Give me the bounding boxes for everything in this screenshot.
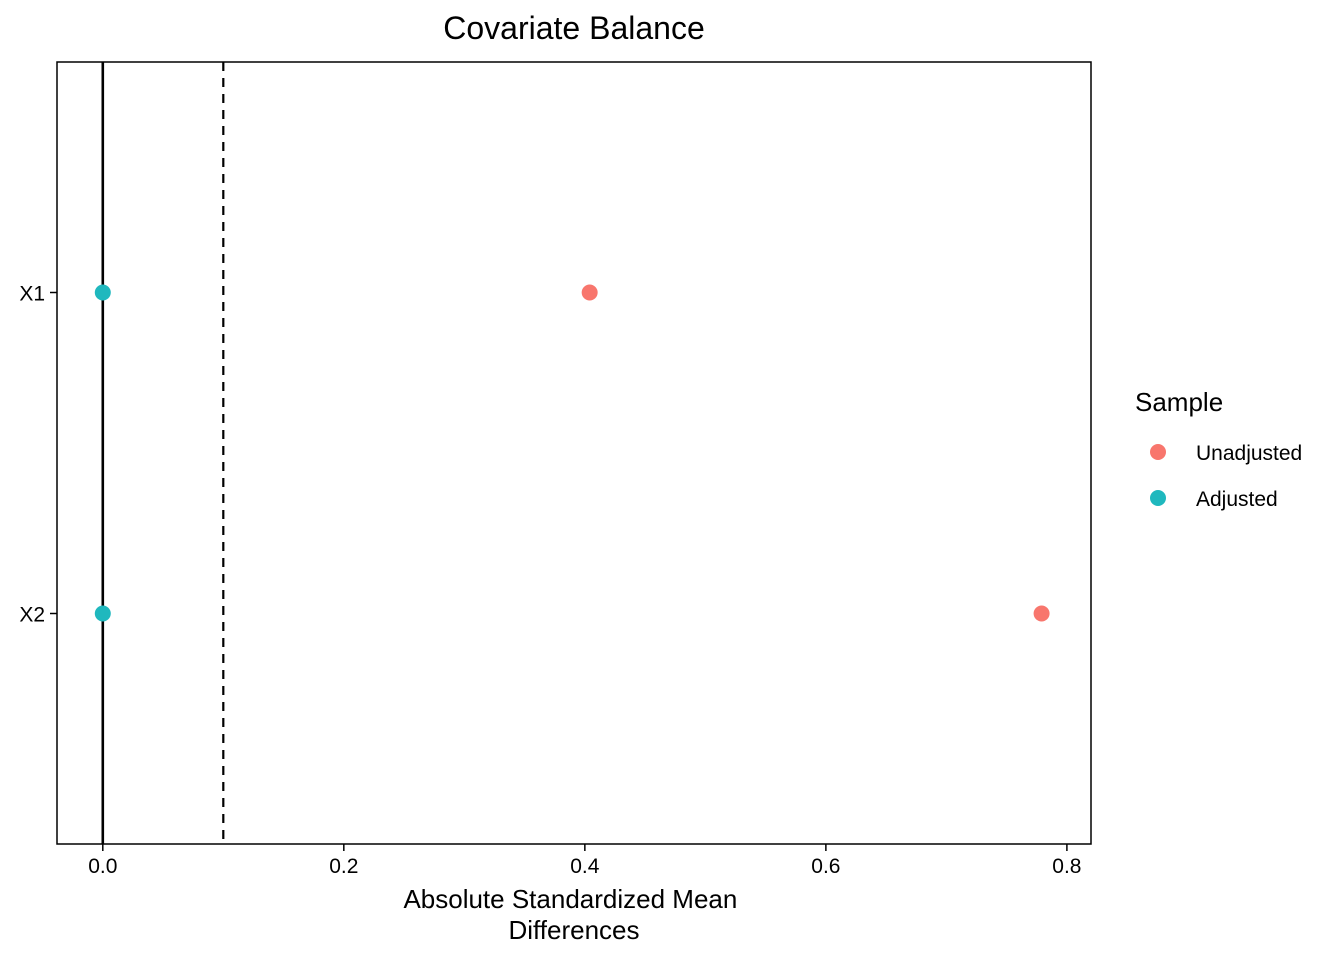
legend-label: Unadjusted	[1196, 442, 1302, 465]
x-axis-title-line-1: Absolute Standardized Mean	[403, 884, 737, 914]
legend-label: Adjusted	[1196, 488, 1278, 511]
data-points	[94, 284, 1050, 622]
legend: Sample Unadjusted Adjusted	[1135, 387, 1302, 511]
x-axis-title: Absolute Standardized Mean Differences	[403, 884, 744, 945]
data-point	[94, 284, 111, 301]
legend-key	[1150, 490, 1166, 506]
data-point	[1033, 605, 1050, 622]
x-tick-label: 0.4	[570, 855, 600, 878]
plot-panel	[56, 61, 1092, 845]
y-axis: X1 X2	[19, 283, 57, 627]
chart-title: Covariate Balance	[443, 10, 704, 46]
y-tick-label: X2	[19, 604, 45, 627]
x-tick-label: 0.6	[811, 855, 840, 878]
data-point	[581, 284, 598, 301]
data-point	[94, 605, 111, 622]
reference-lines	[101, 62, 225, 844]
x-axis: 0.0 0.2 0.4 0.6 0.8	[88, 844, 1081, 878]
x-axis-title-line-2: Differences	[508, 915, 639, 945]
x-tick-label: 0.0	[88, 855, 117, 878]
x-tick-label: 0.8	[1052, 855, 1081, 878]
x-tick-label: 0.2	[329, 855, 358, 878]
legend-title: Sample	[1135, 387, 1223, 417]
legend-key	[1150, 444, 1166, 460]
y-tick-label: X1	[19, 283, 45, 306]
